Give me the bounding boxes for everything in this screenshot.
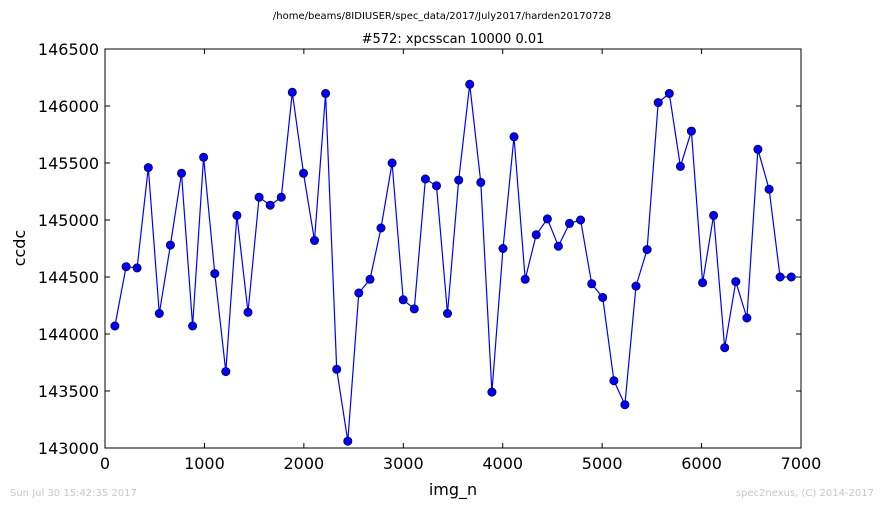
data-point (177, 168, 187, 178)
data-point (254, 192, 264, 202)
data-point (398, 295, 408, 305)
x-axis-label: img_n (429, 480, 477, 500)
data-point (653, 98, 663, 108)
data-point (132, 263, 142, 273)
y-tick-label: 144000 (38, 325, 99, 344)
y-tick-label: 145000 (38, 211, 99, 230)
y-tick-label: 143000 (38, 439, 99, 458)
x-tick-label: 4000 (482, 454, 523, 473)
data-point (199, 152, 209, 162)
y-tick-label: 144500 (38, 268, 99, 287)
x-tick-label: 0 (100, 454, 110, 473)
data-point (287, 87, 297, 97)
data-point (642, 245, 652, 255)
x-tick-label: 1000 (184, 454, 225, 473)
plot-frame (104, 48, 802, 449)
y-tick-label: 145500 (38, 154, 99, 173)
chart-title: #572: xpcsscan 10000 0.01 (362, 32, 545, 47)
data-point (786, 272, 796, 282)
data-point (121, 262, 131, 272)
data-point (675, 161, 685, 171)
data-point (753, 144, 763, 154)
footer-timestamp: Sun Jul 30 15:42:35 2017 (10, 488, 137, 499)
x-tick-label: 6000 (681, 454, 722, 473)
data-point (298, 168, 308, 178)
data-point (454, 175, 464, 185)
data-point (243, 307, 253, 317)
data-point (387, 158, 397, 168)
data-point (553, 241, 563, 251)
data-point (409, 304, 419, 314)
data-point (143, 163, 153, 173)
data-point (232, 210, 242, 220)
data-point (631, 281, 641, 291)
data-point (309, 236, 319, 246)
data-point (720, 343, 730, 353)
data-point (609, 376, 619, 386)
y-axis-label: ccdc (10, 230, 29, 267)
data-point (742, 313, 752, 323)
data-point (465, 79, 475, 89)
data-point (620, 400, 630, 410)
data-point (276, 192, 286, 202)
footer-credit: spec2nexus, (C) 2014-2017 (735, 488, 874, 499)
data-point (542, 214, 552, 224)
data-point (476, 177, 486, 187)
data-point (775, 272, 785, 282)
chart-suptitle: /home/beams/8IDIUSER/spec_data/2017/July… (273, 11, 611, 22)
data-point (188, 321, 198, 331)
x-tick-label: 3000 (383, 454, 424, 473)
data-point (154, 308, 164, 318)
data-point (354, 288, 364, 298)
data-point (764, 184, 774, 194)
data-point (520, 274, 530, 284)
data-point (709, 210, 719, 220)
data-point (221, 367, 231, 377)
data-point (531, 230, 541, 240)
x-tick-label: 7000 (781, 454, 822, 473)
data-point (420, 174, 430, 184)
x-tick-label: 2000 (283, 454, 324, 473)
data-point (698, 278, 708, 288)
y-tick-label: 146000 (38, 97, 99, 116)
y-axis: 143000 143500 144000 144500 145000 145500 1460… (38, 40, 801, 458)
data-point (664, 89, 674, 99)
data-point (686, 126, 696, 136)
x-tick-label: 5000 (582, 454, 623, 473)
data-point (564, 218, 574, 228)
data-point (498, 244, 508, 254)
y-tick-label: 143500 (38, 382, 99, 401)
data-point (265, 200, 275, 210)
data-point (365, 274, 375, 284)
data-point (110, 321, 120, 331)
data-point (509, 132, 519, 142)
data-point (431, 181, 441, 191)
data-point (576, 215, 586, 225)
data-point (376, 223, 386, 233)
series-line (114, 84, 792, 442)
data-point (731, 277, 741, 287)
data-point (165, 240, 175, 250)
y-tick-label: 146500 (38, 40, 99, 59)
data-point (321, 89, 331, 99)
plot-area (110, 79, 796, 446)
data-point (598, 292, 608, 302)
data-point (442, 308, 452, 318)
data-point (332, 364, 342, 374)
data-point (210, 269, 220, 279)
x-axis: 0 1000 2000 3000 4000 5000 6000 7000 (100, 49, 821, 473)
data-point (587, 279, 597, 289)
data-point (487, 387, 497, 397)
data-point (343, 436, 353, 446)
